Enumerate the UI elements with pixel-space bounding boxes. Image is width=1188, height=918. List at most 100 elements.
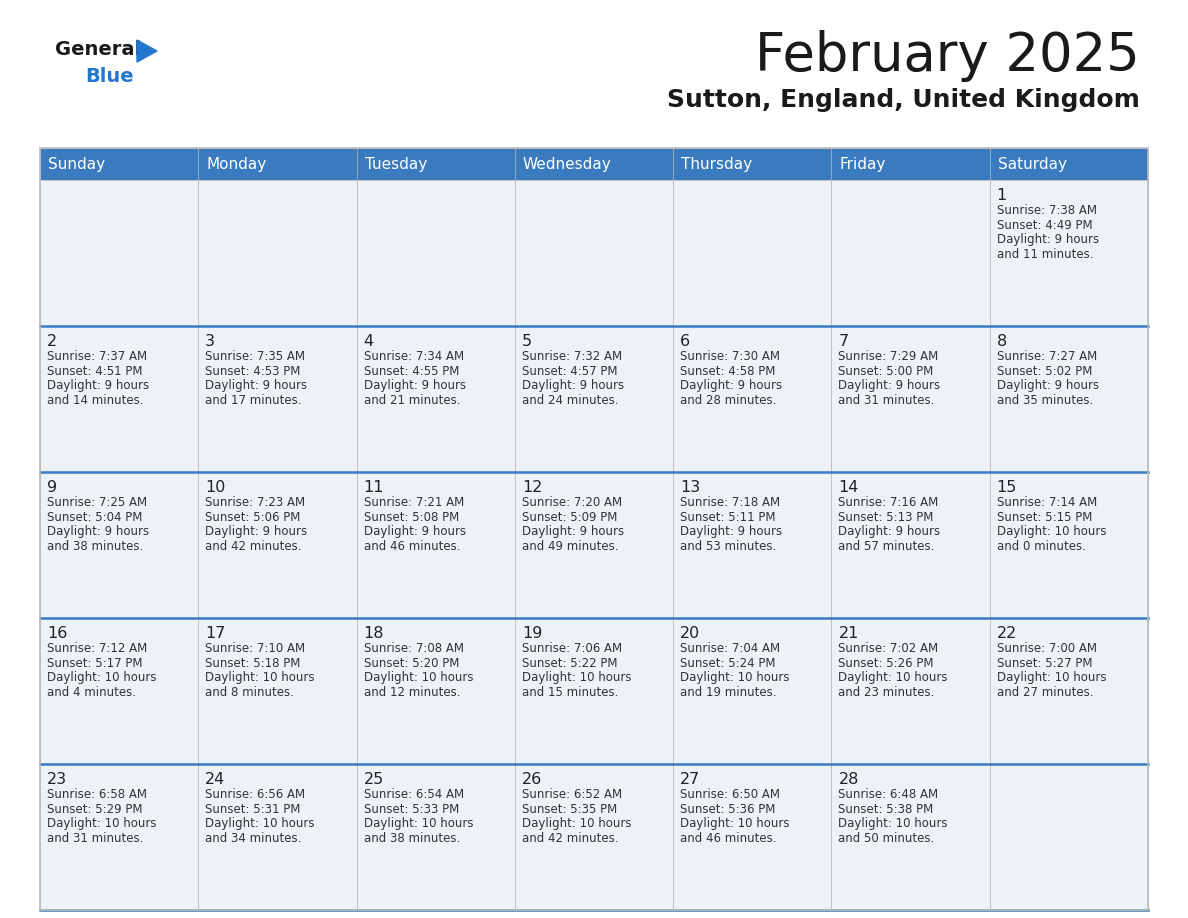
Text: and 38 minutes.: and 38 minutes. (364, 832, 460, 845)
Text: Sunset: 5:33 PM: Sunset: 5:33 PM (364, 803, 459, 816)
Text: and 11 minutes.: and 11 minutes. (997, 248, 1093, 261)
Text: Sunset: 5:22 PM: Sunset: 5:22 PM (522, 657, 618, 670)
Text: and 4 minutes.: and 4 minutes. (48, 686, 135, 699)
Bar (40, 472, 198, 618)
Text: 25: 25 (364, 772, 384, 787)
Text: and 53 minutes.: and 53 minutes. (681, 540, 777, 553)
Text: Sunset: 4:53 PM: Sunset: 4:53 PM (206, 365, 301, 378)
Text: Sunrise: 7:29 AM: Sunrise: 7:29 AM (839, 351, 939, 364)
Text: Sunset: 5:27 PM: Sunset: 5:27 PM (997, 657, 1092, 670)
Bar (990, 180, 1148, 326)
Bar (40, 618, 198, 764)
Text: and 46 minutes.: and 46 minutes. (364, 540, 460, 553)
Text: Sunrise: 7:08 AM: Sunrise: 7:08 AM (364, 643, 463, 655)
Text: Thursday: Thursday (681, 156, 752, 172)
Bar (832, 618, 990, 764)
Text: Daylight: 10 hours: Daylight: 10 hours (997, 525, 1106, 539)
Text: and 24 minutes.: and 24 minutes. (522, 394, 619, 407)
Bar (514, 618, 674, 764)
Text: and 27 minutes.: and 27 minutes. (997, 686, 1093, 699)
Text: 13: 13 (681, 480, 701, 495)
Bar (990, 618, 1148, 764)
Text: Sunrise: 7:00 AM: Sunrise: 7:00 AM (997, 643, 1097, 655)
Text: Sunrise: 7:27 AM: Sunrise: 7:27 AM (997, 351, 1097, 364)
Text: Daylight: 10 hours: Daylight: 10 hours (839, 818, 948, 831)
Text: Sunset: 5:02 PM: Sunset: 5:02 PM (997, 365, 1092, 378)
Polygon shape (137, 40, 157, 62)
Text: Sunrise: 7:35 AM: Sunrise: 7:35 AM (206, 351, 305, 364)
Text: and 8 minutes.: and 8 minutes. (206, 686, 295, 699)
Text: Sunrise: 6:48 AM: Sunrise: 6:48 AM (839, 789, 939, 801)
Bar (514, 148, 674, 180)
Bar (40, 148, 198, 180)
Text: Sunset: 5:29 PM: Sunset: 5:29 PM (48, 803, 143, 816)
Text: Sutton, England, United Kingdom: Sutton, England, United Kingdom (668, 88, 1140, 112)
Text: and 0 minutes.: and 0 minutes. (997, 540, 1086, 553)
Text: and 42 minutes.: and 42 minutes. (206, 540, 302, 553)
Text: 27: 27 (681, 772, 701, 787)
Text: Sunset: 5:20 PM: Sunset: 5:20 PM (364, 657, 459, 670)
Bar (198, 764, 356, 910)
Text: Daylight: 9 hours: Daylight: 9 hours (997, 379, 1099, 393)
Text: and 38 minutes.: and 38 minutes. (48, 540, 144, 553)
Text: and 23 minutes.: and 23 minutes. (839, 686, 935, 699)
Text: Sunrise: 7:32 AM: Sunrise: 7:32 AM (522, 351, 623, 364)
Text: Daylight: 9 hours: Daylight: 9 hours (48, 525, 150, 539)
Bar (514, 764, 674, 910)
Text: 26: 26 (522, 772, 542, 787)
Text: and 14 minutes.: and 14 minutes. (48, 394, 144, 407)
Text: Daylight: 10 hours: Daylight: 10 hours (997, 671, 1106, 685)
Text: Sunset: 5:17 PM: Sunset: 5:17 PM (48, 657, 143, 670)
Text: Daylight: 10 hours: Daylight: 10 hours (839, 671, 948, 685)
Text: and 42 minutes.: and 42 minutes. (522, 832, 619, 845)
Bar (990, 764, 1148, 910)
Text: Sunset: 5:06 PM: Sunset: 5:06 PM (206, 511, 301, 524)
Text: Sunrise: 6:58 AM: Sunrise: 6:58 AM (48, 789, 147, 801)
Bar (832, 764, 990, 910)
Text: Daylight: 9 hours: Daylight: 9 hours (997, 233, 1099, 247)
Text: 20: 20 (681, 626, 701, 641)
Text: Sunset: 5:35 PM: Sunset: 5:35 PM (522, 803, 617, 816)
Bar (356, 326, 514, 472)
Bar (40, 148, 1148, 910)
Bar (990, 148, 1148, 180)
Text: 9: 9 (48, 480, 57, 495)
Text: Sunset: 5:38 PM: Sunset: 5:38 PM (839, 803, 934, 816)
Text: 23: 23 (48, 772, 68, 787)
Bar (832, 180, 990, 326)
Text: and 35 minutes.: and 35 minutes. (997, 394, 1093, 407)
Text: Sunset: 5:08 PM: Sunset: 5:08 PM (364, 511, 459, 524)
Text: Wednesday: Wednesday (523, 156, 612, 172)
Text: 5: 5 (522, 334, 532, 349)
Text: and 15 minutes.: and 15 minutes. (522, 686, 618, 699)
Text: Monday: Monday (207, 156, 266, 172)
Text: and 31 minutes.: and 31 minutes. (48, 832, 144, 845)
Text: Daylight: 10 hours: Daylight: 10 hours (48, 818, 157, 831)
Text: Daylight: 9 hours: Daylight: 9 hours (522, 379, 624, 393)
Text: Sunrise: 7:34 AM: Sunrise: 7:34 AM (364, 351, 463, 364)
Text: Sunrise: 7:30 AM: Sunrise: 7:30 AM (681, 351, 781, 364)
Text: Daylight: 10 hours: Daylight: 10 hours (522, 818, 631, 831)
Text: Daylight: 9 hours: Daylight: 9 hours (206, 525, 308, 539)
Text: and 12 minutes.: and 12 minutes. (364, 686, 460, 699)
Text: Sunset: 5:04 PM: Sunset: 5:04 PM (48, 511, 143, 524)
Text: Sunrise: 7:12 AM: Sunrise: 7:12 AM (48, 643, 147, 655)
Text: Daylight: 9 hours: Daylight: 9 hours (681, 379, 782, 393)
Text: February 2025: February 2025 (756, 30, 1140, 82)
Text: Daylight: 10 hours: Daylight: 10 hours (206, 671, 315, 685)
Text: Sunrise: 7:02 AM: Sunrise: 7:02 AM (839, 643, 939, 655)
Text: 6: 6 (681, 334, 690, 349)
Text: Sunday: Sunday (48, 156, 105, 172)
Bar (674, 148, 832, 180)
Text: Sunset: 4:55 PM: Sunset: 4:55 PM (364, 365, 459, 378)
Text: and 17 minutes.: and 17 minutes. (206, 394, 302, 407)
Text: 3: 3 (206, 334, 215, 349)
Text: Sunset: 5:00 PM: Sunset: 5:00 PM (839, 365, 934, 378)
Text: Sunrise: 6:50 AM: Sunrise: 6:50 AM (681, 789, 781, 801)
Text: and 21 minutes.: and 21 minutes. (364, 394, 460, 407)
Text: Sunrise: 6:56 AM: Sunrise: 6:56 AM (206, 789, 305, 801)
Bar (832, 326, 990, 472)
Bar (198, 326, 356, 472)
Text: 11: 11 (364, 480, 384, 495)
Bar (674, 180, 832, 326)
